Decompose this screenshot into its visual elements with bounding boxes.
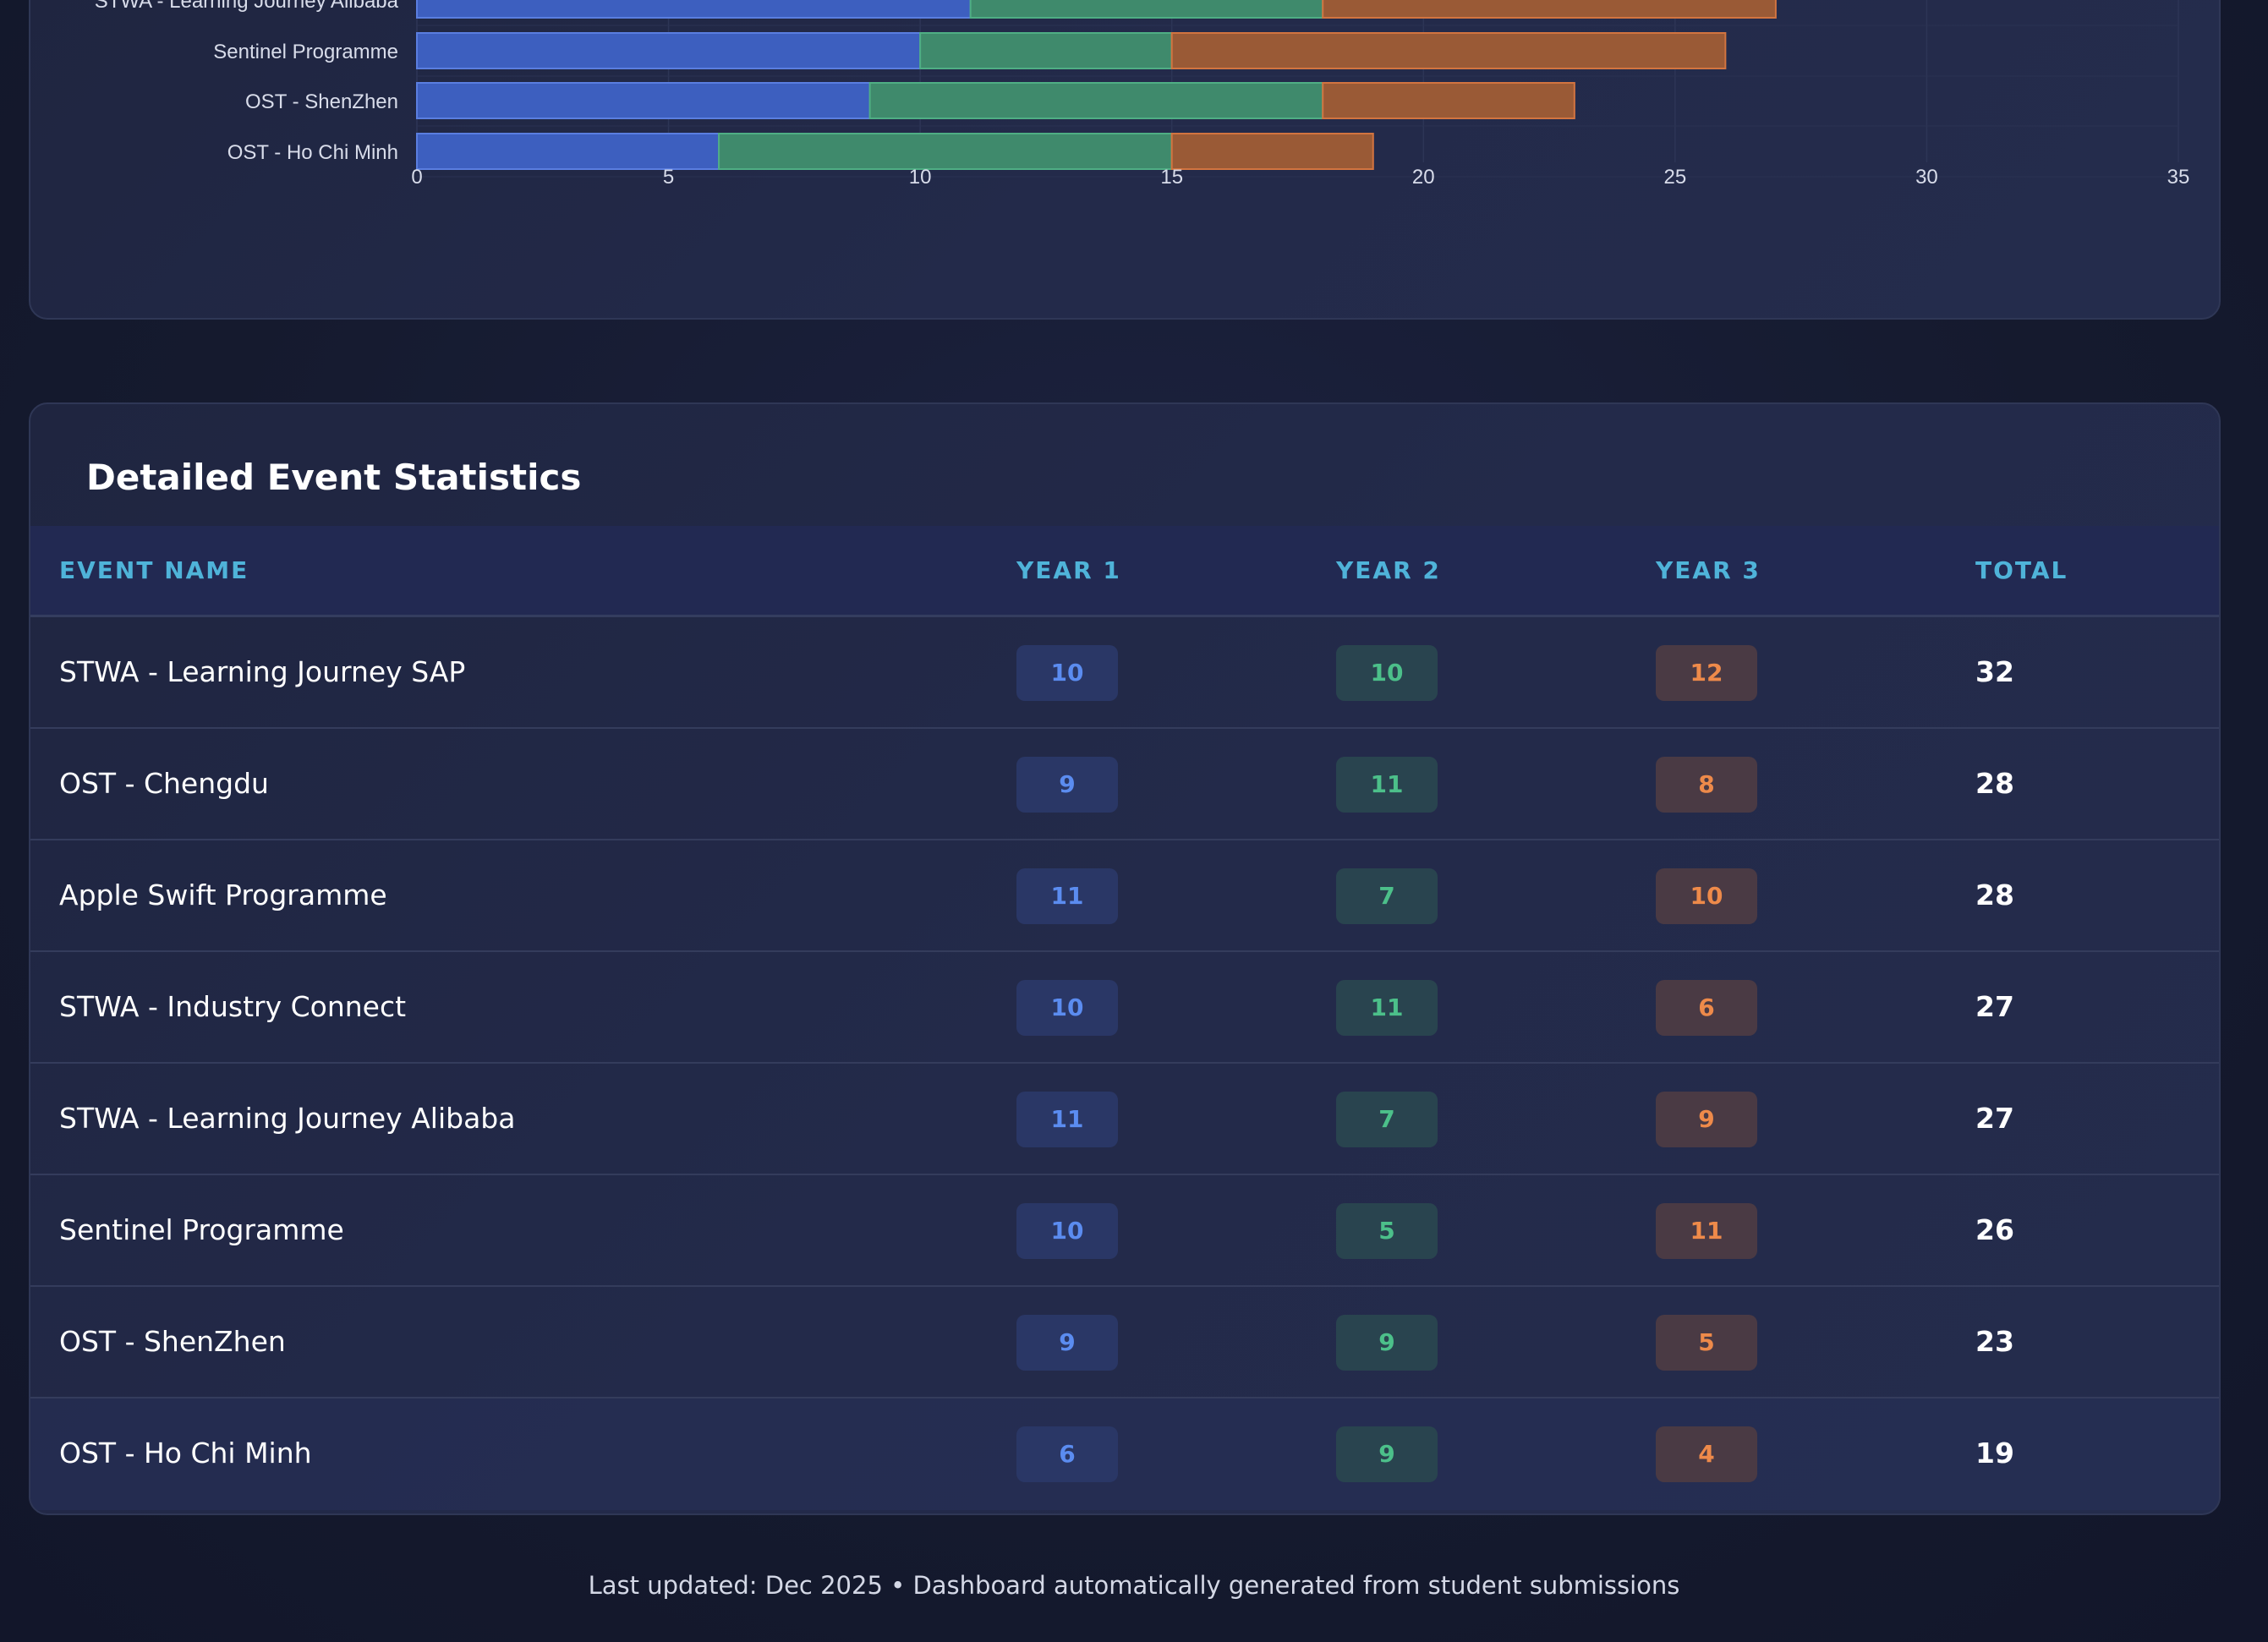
table-header: EVENT NAME YEAR 1 YEAR 2 YEAR 3 TOTAL bbox=[30, 526, 2219, 617]
total-value: 32 bbox=[1975, 655, 2014, 688]
x-tick-label: 10 bbox=[909, 166, 932, 189]
year-3-badge: 9 bbox=[1656, 1092, 1757, 1147]
year-2-badge: 7 bbox=[1336, 868, 1438, 924]
year-2-badge: 9 bbox=[1336, 1315, 1438, 1371]
total-value: 26 bbox=[1975, 1213, 2014, 1246]
category-label: OST - Ho Chi Minh bbox=[227, 141, 398, 164]
table-row: OST - Chengdu 9 11 8 28 bbox=[30, 729, 2219, 840]
year-3-badge: 4 bbox=[1656, 1426, 1757, 1482]
total-value: 28 bbox=[1975, 767, 2014, 800]
total-value: 19 bbox=[1975, 1437, 2014, 1470]
bar-segment bbox=[416, 32, 922, 69]
category-label: Sentinel Programme bbox=[213, 41, 398, 63]
year-2-badge: 11 bbox=[1336, 980, 1438, 1036]
table-row: OST - ShenZhen 9 9 5 23 bbox=[30, 1287, 2219, 1398]
category-label: STWA - Learning Journey Alibaba bbox=[95, 0, 399, 13]
bar-segment bbox=[1322, 82, 1575, 119]
x-tick-label: 5 bbox=[663, 166, 674, 189]
event-name: OST - ShenZhen bbox=[59, 1325, 286, 1358]
bar-segment bbox=[416, 82, 871, 119]
event-name: STWA - Learning Journey Alibaba bbox=[59, 1102, 516, 1135]
x-tick-label: 30 bbox=[1915, 166, 1938, 189]
year-3-badge: 5 bbox=[1656, 1315, 1757, 1371]
event-name: OST - Ho Chi Minh bbox=[59, 1437, 312, 1470]
year-2-badge: 10 bbox=[1336, 645, 1438, 701]
table-row: Apple Swift Programme 11 7 10 28 bbox=[30, 840, 2219, 952]
event-name: Sentinel Programme bbox=[59, 1213, 344, 1246]
header-event-name[interactable]: EVENT NAME bbox=[59, 556, 249, 584]
header-year-3[interactable]: YEAR 3 bbox=[1656, 556, 1761, 584]
bar-segment bbox=[416, 133, 720, 170]
year-1-badge: 6 bbox=[1016, 1426, 1118, 1482]
year-2-badge: 7 bbox=[1336, 1092, 1438, 1147]
x-tick-label: 0 bbox=[411, 166, 422, 189]
year-1-badge: 9 bbox=[1016, 1315, 1118, 1371]
table-row: STWA - Industry Connect 10 11 6 27 bbox=[30, 952, 2219, 1064]
year-2-badge: 9 bbox=[1336, 1426, 1438, 1482]
bar-segment bbox=[919, 32, 1173, 69]
year-2-badge: 11 bbox=[1336, 757, 1438, 813]
year-1-badge: 10 bbox=[1016, 645, 1118, 701]
year-3-badge: 11 bbox=[1656, 1203, 1757, 1259]
bar-segment bbox=[1170, 32, 1727, 69]
bar-segment bbox=[718, 133, 1173, 170]
header-year-1[interactable]: YEAR 1 bbox=[1016, 556, 1121, 584]
bar-segment bbox=[1170, 133, 1374, 170]
total-value: 28 bbox=[1975, 878, 2014, 911]
stacked-bar-chart: STWA - Learning Journey Alibaba Sentinel … bbox=[95, 0, 2190, 189]
year-1-badge: 10 bbox=[1016, 1203, 1118, 1259]
x-tick-label: 15 bbox=[1160, 166, 1183, 189]
table-row: Sentinel Programme 10 5 11 26 bbox=[30, 1175, 2219, 1287]
year-3-badge: 6 bbox=[1656, 980, 1757, 1036]
x-tick-label: 25 bbox=[1664, 166, 1687, 189]
year-1-badge: 11 bbox=[1016, 1092, 1118, 1147]
year-3-badge: 10 bbox=[1656, 868, 1757, 924]
bar-segment bbox=[1322, 0, 1777, 19]
header-year-2[interactable]: YEAR 2 bbox=[1336, 556, 1441, 584]
header-total[interactable]: TOTAL bbox=[1975, 556, 2068, 584]
bar-segment bbox=[969, 0, 1324, 19]
event-statistics-card: Detailed Event Statistics EVENT NAME YEA… bbox=[29, 402, 2221, 1515]
event-name: Apple Swift Programme bbox=[59, 878, 387, 911]
bar-segment bbox=[868, 82, 1324, 119]
x-tick-label: 20 bbox=[1412, 166, 1435, 189]
x-tick-label: 35 bbox=[2167, 166, 2190, 189]
year-1-badge: 11 bbox=[1016, 868, 1118, 924]
event-name: OST - Chengdu bbox=[59, 767, 269, 800]
event-name: STWA - Learning Journey SAP bbox=[59, 655, 466, 688]
table-row: STWA - Learning Journey SAP 10 10 12 32 bbox=[30, 617, 2219, 729]
total-value: 23 bbox=[1975, 1325, 2014, 1358]
table-row: OST - Ho Chi Minh 6 9 4 19 bbox=[30, 1398, 2219, 1510]
year-3-badge: 8 bbox=[1656, 757, 1757, 813]
table-row: STWA - Learning Journey Alibaba 11 7 9 2… bbox=[30, 1064, 2219, 1175]
bar-segment bbox=[416, 0, 972, 19]
year-2-badge: 5 bbox=[1336, 1203, 1438, 1259]
table-title: Detailed Event Statistics bbox=[86, 457, 582, 498]
event-name: STWA - Industry Connect bbox=[59, 990, 407, 1023]
chart-card: STWA - Learning Journey Alibaba Sentinel … bbox=[29, 0, 2221, 320]
total-value: 27 bbox=[1975, 990, 2014, 1023]
year-3-badge: 12 bbox=[1656, 645, 1757, 701]
category-label: OST - ShenZhen bbox=[245, 90, 398, 113]
footer-text: Last updated: Dec 2025 • Dashboard autom… bbox=[588, 1571, 1680, 1600]
total-value: 27 bbox=[1975, 1102, 2014, 1135]
year-1-badge: 10 bbox=[1016, 980, 1118, 1036]
year-1-badge: 9 bbox=[1016, 757, 1118, 813]
